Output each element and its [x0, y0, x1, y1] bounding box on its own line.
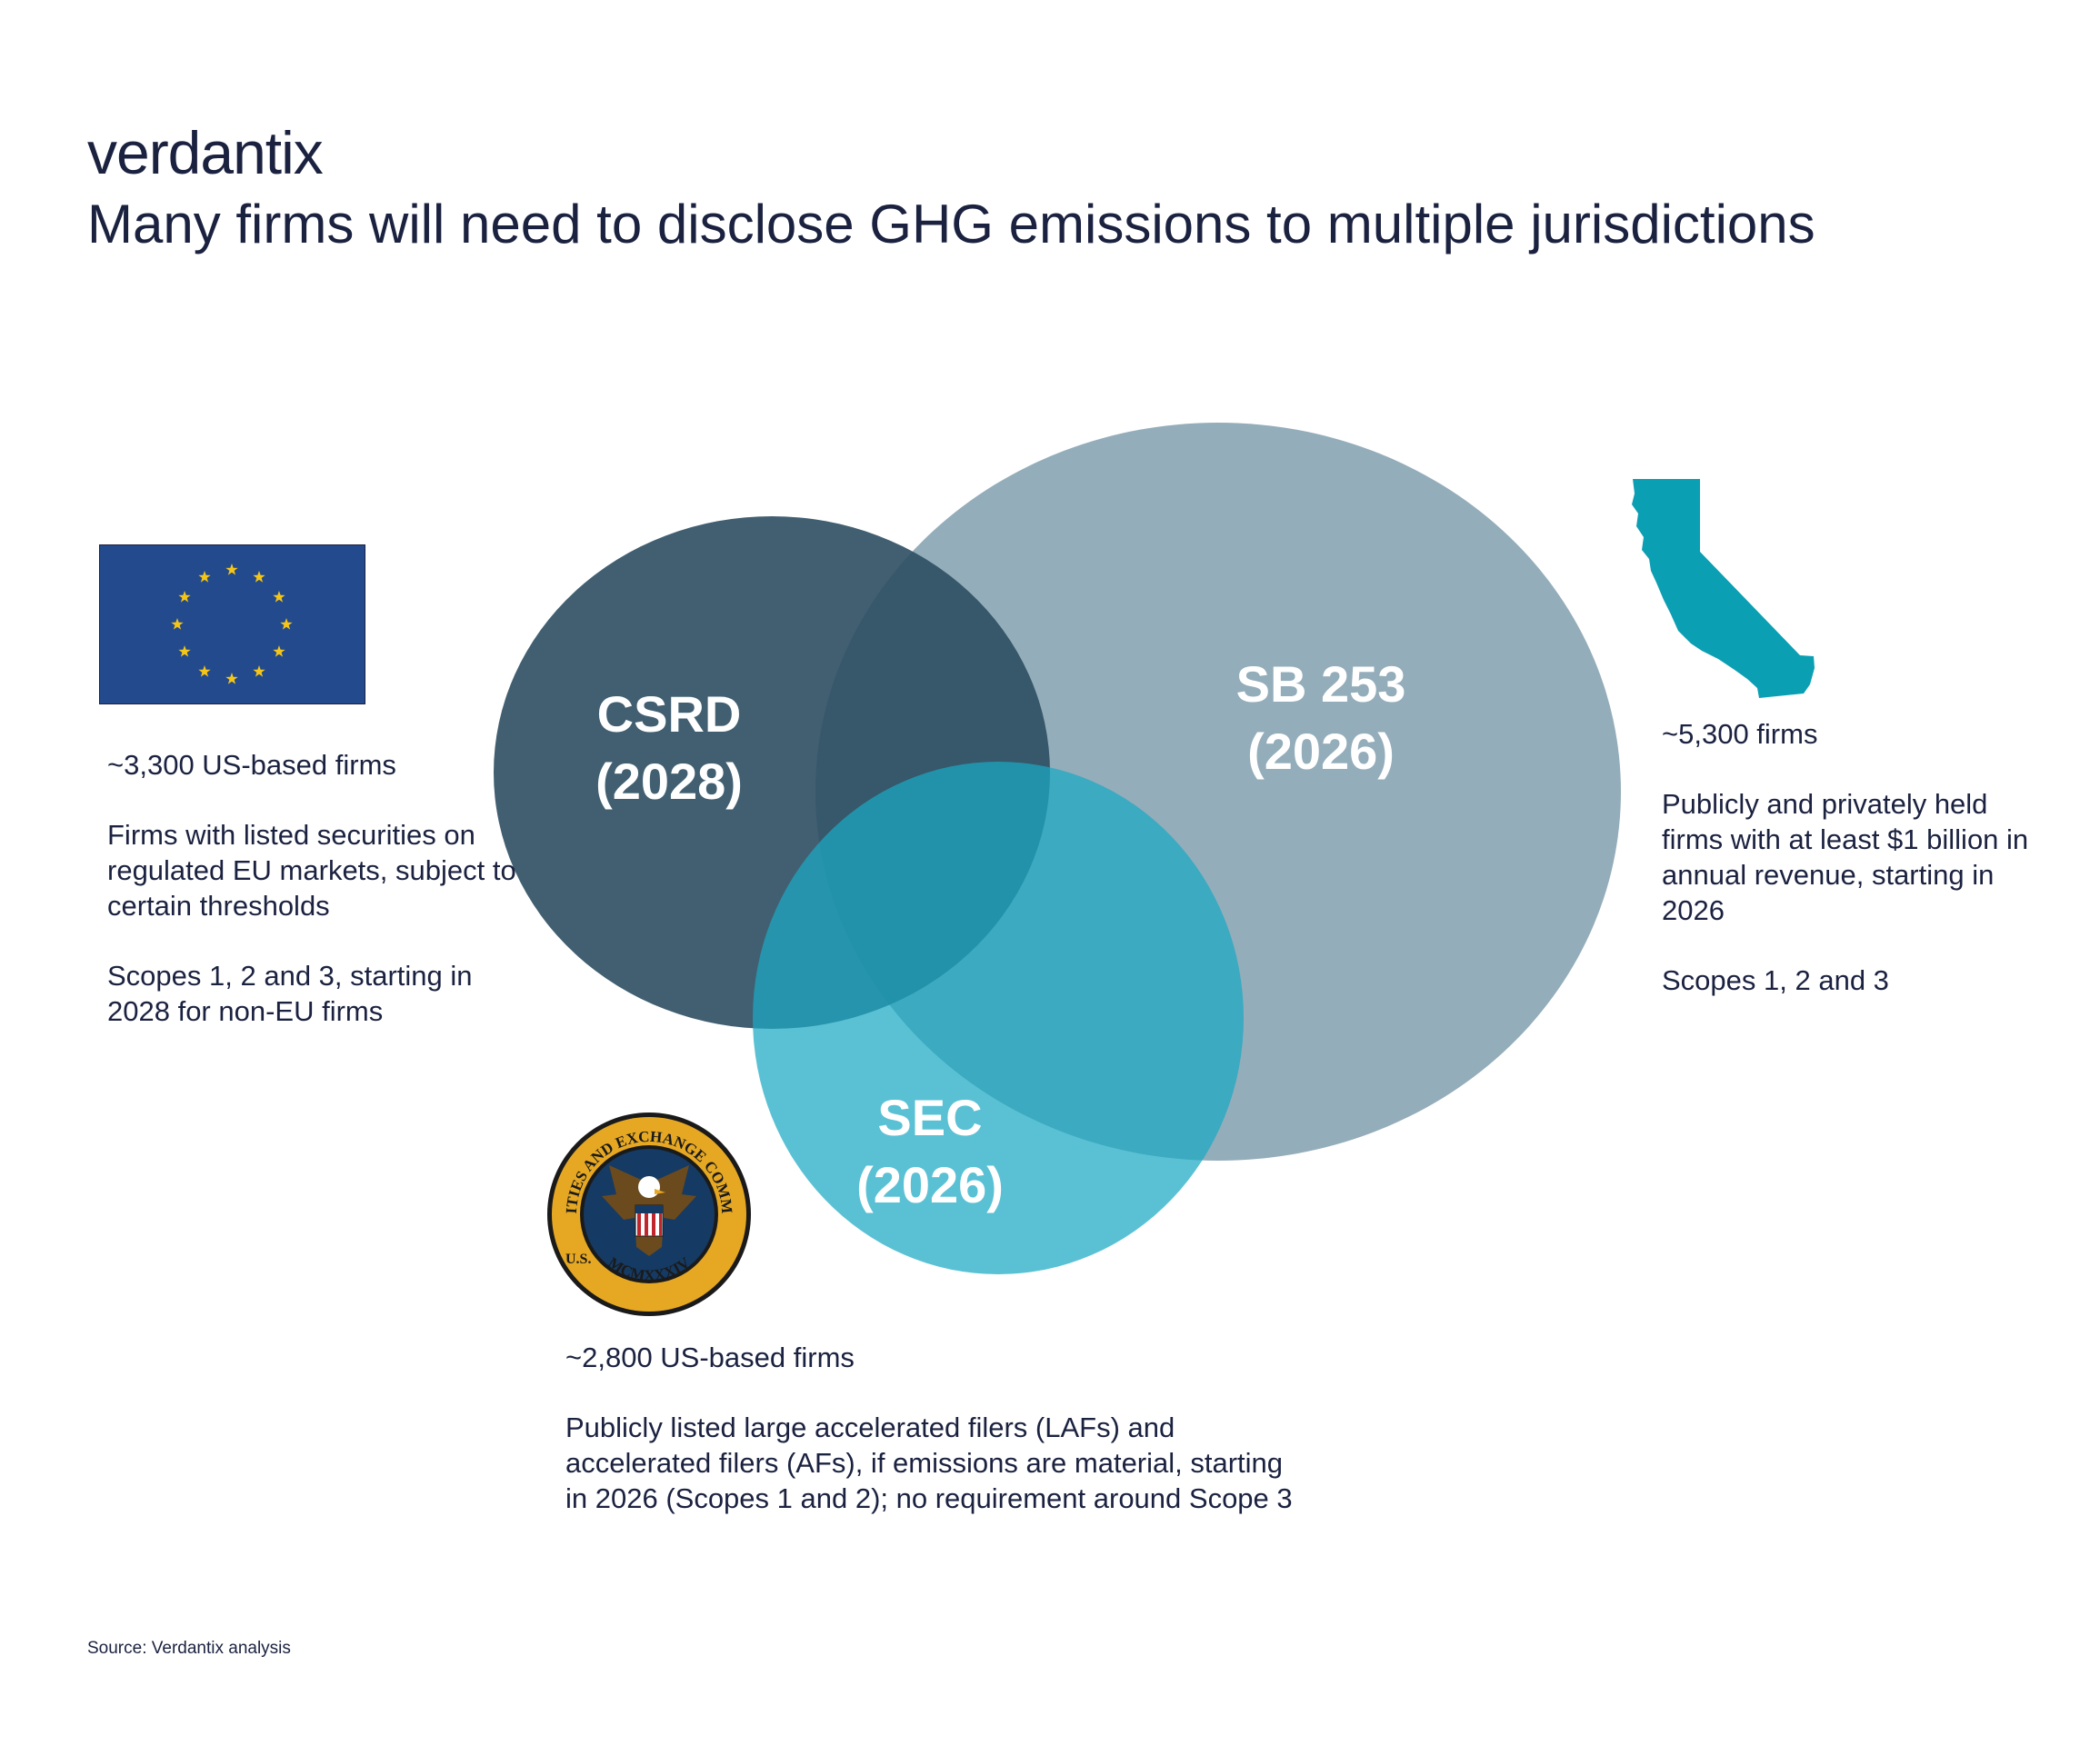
verdantix-logo: verdantix — [87, 119, 324, 186]
eu-star-icon — [171, 618, 184, 630]
eu-scope: Scopes 1, 2 and 3, starting in 2028 for … — [107, 960, 473, 1027]
eu-count: ~3,300 US-based firms — [107, 749, 396, 781]
eu-flag-icon — [99, 544, 365, 704]
california-info: ~5,300 firms Publicly and privately held… — [1662, 716, 2053, 998]
source-note: Source: Verdantix analysis — [87, 1639, 291, 1658]
eu-star-icon — [253, 664, 265, 677]
sec-seal-icon: SECURITIES AND EXCHANGE COMMISSION U.S. … — [545, 1111, 751, 1316]
eu-description: Firms with listed securities on regulate… — [107, 819, 516, 922]
eu-info: ~3,300 US-based firms Firms with listed … — [107, 747, 516, 1029]
sec-count: ~2,800 US-based firms — [565, 1342, 855, 1373]
csrd-label: CSRD — [597, 685, 742, 743]
sec-description: Publicly listed large accelerated filers… — [565, 1412, 1293, 1514]
sb253-label: SB 253 — [1236, 655, 1406, 713]
sec-info: ~2,800 US-based firms Publicly listed la… — [565, 1340, 1311, 1516]
eu-star-icon — [225, 673, 238, 684]
california-scope: Scopes 1, 2 and 3 — [1662, 964, 1889, 996]
california-map-icon — [1632, 479, 1815, 698]
sb253-year-label: (2026) — [1247, 723, 1395, 780]
eu-star-icon — [178, 645, 191, 657]
page-title: Many firms will need to disclose GHG emi… — [87, 194, 1815, 254]
eu-star-icon — [273, 645, 285, 657]
california-count: ~5,300 firms — [1662, 718, 1818, 750]
seal-left-text: U.S. — [565, 1252, 591, 1267]
eu-star-icon — [273, 591, 285, 603]
eu-star-icon — [198, 664, 211, 677]
eu-star-icon — [225, 564, 238, 575]
eu-star-icon — [280, 618, 293, 630]
sec-year-label: (2026) — [856, 1156, 1004, 1213]
eu-star-icon — [178, 591, 191, 603]
eu-star-icon — [198, 571, 211, 583]
sec-label: SEC — [877, 1089, 982, 1146]
csrd-year-label: (2028) — [595, 753, 743, 810]
circle-sec — [753, 762, 1244, 1274]
eu-star-icon — [253, 571, 265, 583]
california-description: Publicly and privately held firms with a… — [1662, 788, 2029, 926]
